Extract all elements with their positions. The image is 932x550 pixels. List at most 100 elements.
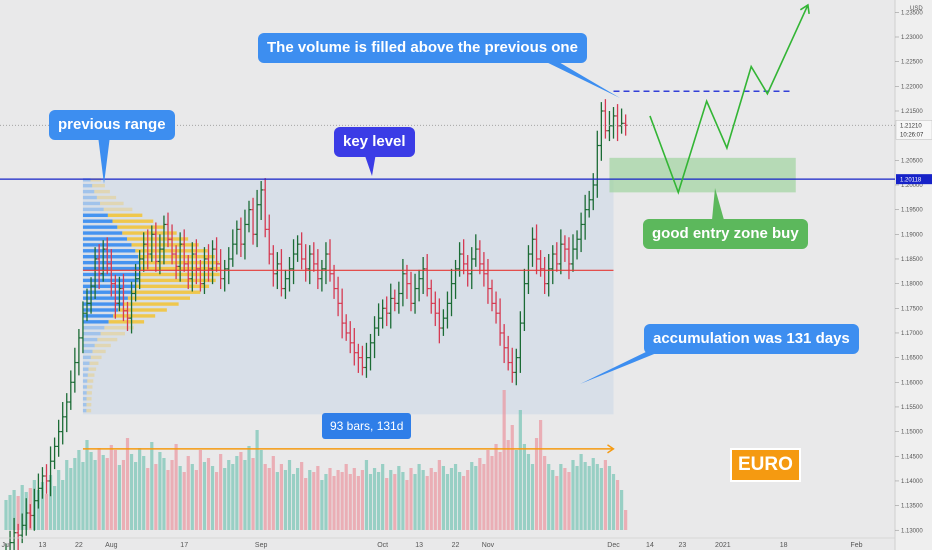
price-tick-label: 1.16000 [901, 380, 923, 386]
volume-bar [328, 468, 332, 530]
entry-zone-pointer [712, 188, 724, 220]
price-tick-label: 1.17000 [901, 331, 923, 337]
volume-bar [69, 468, 73, 530]
volume-bar [425, 476, 429, 530]
volume-bar [324, 474, 328, 530]
volume-bar [113, 450, 117, 530]
time-tick-label: Aug [105, 542, 118, 549]
volume-bar [138, 448, 142, 530]
profile-bar-blue [82, 225, 118, 229]
volume-bar [591, 458, 595, 530]
volume-bar [109, 445, 113, 530]
volume-bar [8, 495, 12, 530]
profile-bar-yellow [117, 225, 165, 229]
volume-bar [190, 464, 194, 530]
volume-bar [271, 456, 275, 530]
time-tick-label: 22 [75, 542, 83, 549]
price-tick-label: 1.13000 [901, 528, 923, 534]
volume-bar [158, 452, 162, 530]
volume-bar [397, 466, 401, 530]
volume-bar [247, 446, 251, 530]
profile-bar-yellow [132, 290, 201, 294]
volume-bar [300, 462, 304, 530]
volume-bar [227, 460, 231, 530]
volume-bar [620, 490, 624, 530]
volume-bar [543, 456, 547, 530]
profile-bar-blue [82, 320, 109, 324]
price-tick-label: 1.19000 [901, 232, 923, 238]
volume-bar [615, 480, 620, 530]
profile-bar-yellow [118, 308, 167, 312]
time-tick-label: 13 [39, 542, 47, 549]
volume-bar [170, 460, 174, 530]
profile-bar-blue [82, 373, 88, 377]
volume-bar [12, 490, 16, 530]
volume-bar [571, 460, 575, 530]
volume-bar [81, 462, 85, 530]
volume-bar [490, 456, 494, 530]
volume-bar [559, 464, 563, 530]
profile-bar-yellow [140, 266, 221, 271]
volume-bar [166, 470, 170, 530]
profile-bar-blue [82, 337, 98, 342]
volume-bar [401, 472, 405, 530]
volume-bar [198, 450, 202, 530]
profile-bar-blue [82, 331, 101, 336]
volume-bar [352, 468, 356, 530]
profile-bar-blue [82, 189, 95, 194]
profile-bar-yellow [86, 403, 92, 407]
volume-bar [235, 456, 239, 530]
volume-bar [142, 456, 146, 530]
profile-bar-yellow [113, 314, 156, 318]
price-tick-label: 1.17500 [901, 306, 923, 312]
last-price-tag: 1.21210 [900, 123, 922, 129]
volume-bar [215, 472, 219, 530]
currency-label: USD [910, 6, 923, 12]
volume-bar [482, 464, 486, 530]
profile-bar-blue [82, 302, 124, 306]
profile-bar-blue [82, 308, 119, 312]
volume-bar [372, 468, 377, 530]
volume-bar [587, 466, 591, 530]
volume-bar [624, 510, 628, 530]
volume-note-pointer [538, 58, 620, 98]
profile-bar-yellow [135, 284, 210, 289]
volume-bar [162, 458, 166, 530]
volume-bar [279, 464, 283, 530]
volume-bar [563, 468, 567, 530]
time-tick-label: Feb [850, 542, 862, 549]
profile-bar-blue [82, 296, 128, 300]
volume-bar [526, 454, 531, 530]
volume-bar [134, 462, 138, 530]
volume-bar [178, 466, 182, 530]
volume-bar [85, 440, 89, 530]
volume-bar [421, 470, 425, 530]
price-tick-label: 1.18000 [901, 282, 923, 288]
time-tick-label: 2021 [715, 542, 731, 549]
volume-bar [239, 452, 243, 530]
key-level-callout: key level [334, 127, 415, 157]
volume-bar [583, 462, 587, 530]
volume-bar [603, 460, 607, 530]
price-tick-label: 1.14500 [901, 454, 923, 460]
volume-bar [494, 444, 498, 530]
profile-bar-yellow [94, 189, 110, 194]
price-tick-label: 1.14000 [901, 479, 923, 485]
volume-bar [251, 458, 255, 530]
volume-bar [65, 460, 69, 530]
profile-bar-yellow [103, 207, 133, 212]
entry-zone-callout: good entry zone buy [643, 219, 808, 249]
volume-bar [441, 466, 445, 530]
volume-bar [530, 464, 535, 530]
profile-bar-blue [82, 379, 88, 383]
volume-bar [514, 450, 518, 530]
volume-bar [433, 472, 437, 530]
volume-bar [429, 468, 433, 530]
volume-bar [263, 464, 267, 530]
volume-bar [316, 466, 320, 530]
profile-bar-yellow [104, 326, 134, 330]
profile-bar-yellow [97, 337, 118, 342]
volume-bar [44, 494, 49, 530]
